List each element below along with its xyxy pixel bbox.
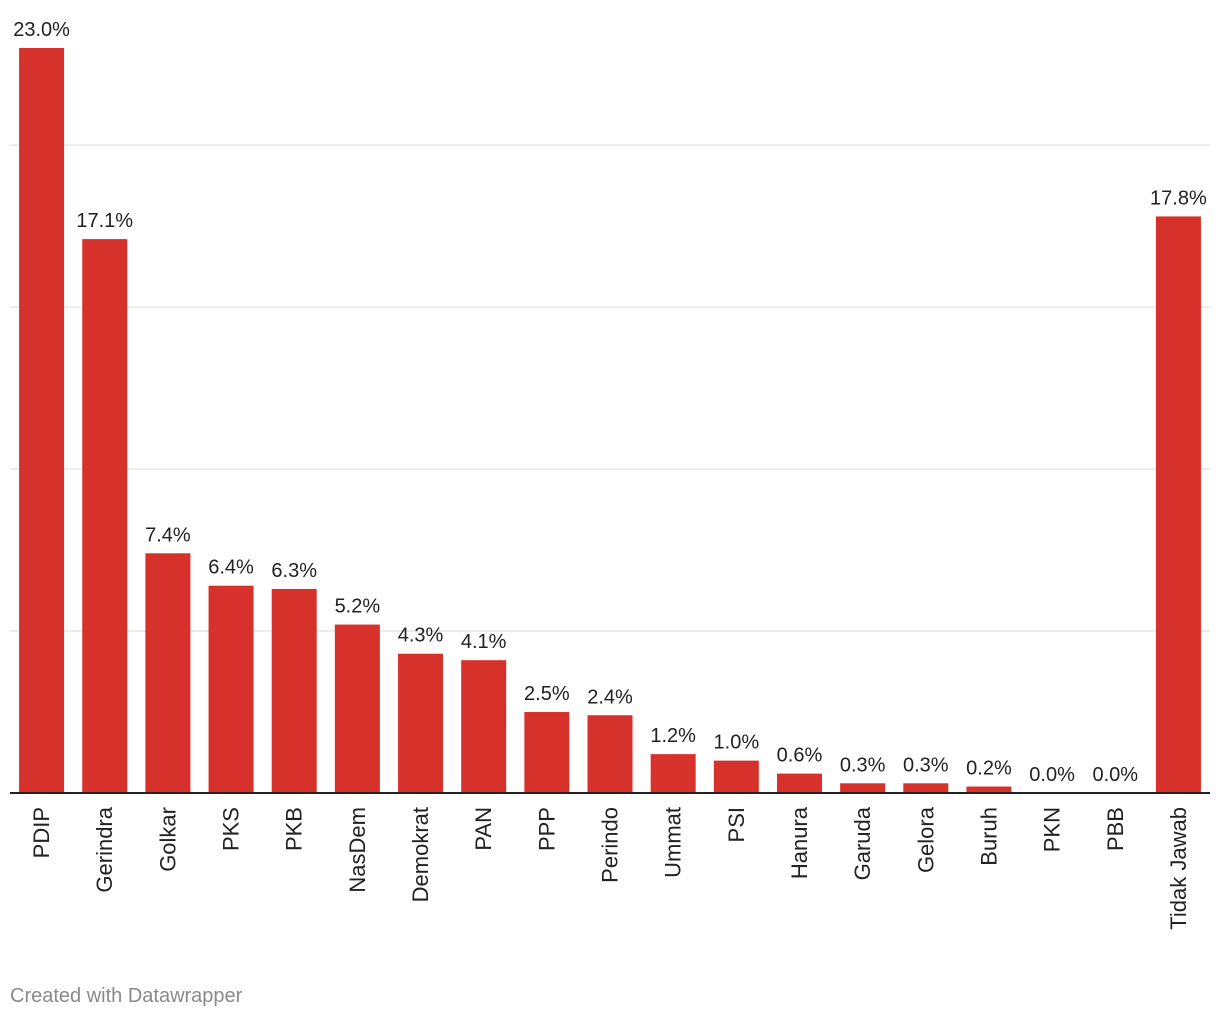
category-label-demokrat: Demokrat — [408, 807, 433, 902]
value-label-pdip: 23.0% — [13, 19, 70, 41]
value-label-pks: 6.4% — [208, 557, 254, 579]
bar-psi — [713, 760, 759, 793]
value-label-golkar: 7.4% — [145, 524, 191, 546]
category-labels: PDIP Gerindra Golkar PKS PKB NasDem Demokrat PA… — [29, 806, 1191, 929]
value-label-perindo: 2.4% — [587, 686, 633, 708]
category-label-pdip: PDIP — [29, 807, 54, 858]
bar-chart: 23.0% 17.1% 7.4% 6.4% 6.3% 5.2% 4.3% 4.1% 2.5% 2.… — [10, 19, 1210, 930]
category-label-pkb: PKB — [282, 807, 307, 851]
value-label-demokrat: 4.3% — [398, 625, 444, 647]
bar-hanura — [776, 773, 822, 793]
value-label-nasdem: 5.2% — [335, 596, 381, 618]
bar-buruh — [966, 786, 1012, 793]
category-label-ppp: PPP — [534, 807, 559, 851]
value-label-psi: 1.0% — [714, 732, 760, 754]
bar-gerindra — [82, 239, 128, 793]
category-label-tidak-jawab: Tidak Jawab — [1166, 807, 1191, 930]
footer-credit: Created with Datawrapper — [10, 985, 243, 1007]
gridlines — [10, 144, 1210, 632]
category-label-psi: PSI — [724, 807, 749, 842]
value-labels: 23.0% 17.1% 7.4% 6.4% 6.3% 5.2% 4.3% 4.1% 2.5% 2.… — [13, 19, 1207, 786]
category-label-pkn: PKN — [1040, 807, 1065, 852]
value-label-buruh: 0.2% — [966, 758, 1012, 780]
category-label-pbb: PBB — [1103, 807, 1128, 851]
bars — [19, 48, 1201, 793]
bar-ppp — [524, 712, 570, 793]
category-label-gelora: Gelora — [913, 806, 938, 873]
category-label-pan: PAN — [471, 807, 496, 851]
category-label-golkar: Golkar — [155, 807, 180, 872]
category-label-garuda: Garuda — [850, 806, 875, 880]
category-label-perindo: Perindo — [598, 807, 623, 883]
bar-garuda — [840, 783, 886, 793]
category-label-nasdem: NasDem — [345, 807, 370, 893]
value-label-gerindra: 17.1% — [76, 210, 133, 232]
bar-pkb — [271, 588, 317, 793]
category-label-gerindra: Gerindra — [92, 806, 117, 892]
bar-demokrat — [398, 653, 444, 793]
category-label-pks: PKS — [219, 807, 244, 851]
bar-tidak-jawab — [1155, 216, 1201, 793]
value-label-gelora: 0.3% — [903, 754, 949, 776]
value-label-pan: 4.1% — [461, 631, 507, 653]
category-label-hanura: Hanura — [787, 806, 812, 879]
bar-ummat — [650, 754, 696, 793]
value-label-pkn: 0.0% — [1029, 764, 1075, 786]
bar-nasdem — [334, 624, 380, 793]
value-label-hanura: 0.6% — [777, 745, 823, 767]
bar-pdip — [19, 48, 65, 793]
bar-perindo — [587, 715, 633, 793]
value-label-pkb: 6.3% — [271, 560, 317, 582]
value-label-tidak-jawab: 17.8% — [1150, 187, 1207, 209]
bar-golkar — [145, 553, 191, 793]
category-label-buruh: Buruh — [976, 807, 1001, 866]
value-label-ummat: 1.2% — [650, 725, 696, 747]
value-label-ppp: 2.5% — [524, 683, 570, 705]
value-label-garuda: 0.3% — [840, 754, 886, 776]
bar-pan — [461, 660, 507, 793]
bar-gelora — [903, 783, 949, 793]
category-label-ummat: Ummat — [661, 807, 686, 878]
bar-pks — [208, 585, 254, 793]
value-label-pbb: 0.0% — [1092, 764, 1138, 786]
